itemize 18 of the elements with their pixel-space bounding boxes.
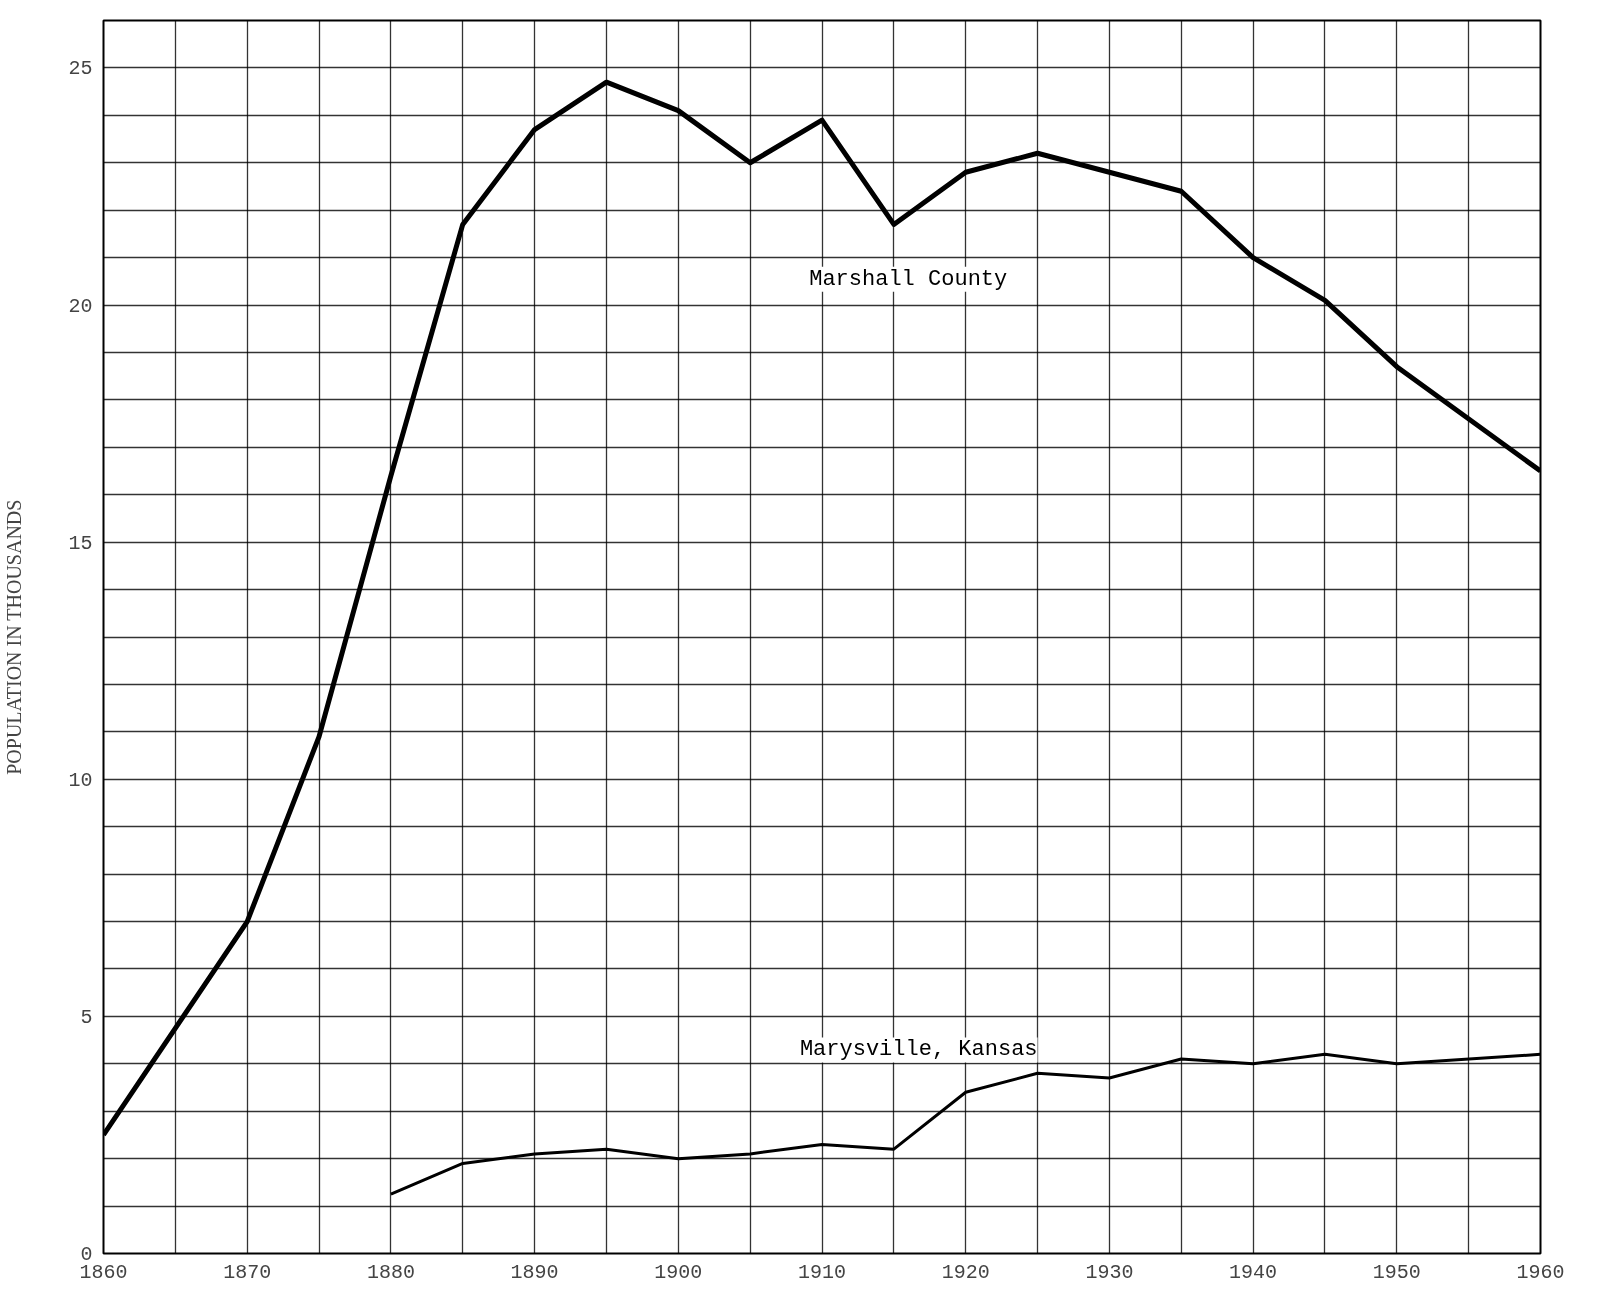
x-tick-label: 1880	[366, 1260, 415, 1284]
text: Marshall County	[809, 266, 1008, 292]
x-tick-label: 1920	[941, 1260, 990, 1284]
x-tick-label: 1930	[1085, 1260, 1134, 1284]
y-tick-label: 15	[68, 531, 93, 555]
x-tick-label: 1900	[654, 1260, 703, 1284]
x-tick-label: 1910	[798, 1260, 847, 1284]
series-label: Marysville, Kansas	[799, 1037, 1038, 1063]
y-tick-label: 20	[68, 294, 93, 318]
y-axis-title: POPULATION IN THOUSANDS	[3, 499, 26, 775]
y-tick-label: 10	[68, 768, 93, 792]
x-tick-label: 1890	[510, 1260, 559, 1284]
x-tick-label: 1940	[1229, 1260, 1278, 1284]
y-tick-label: 25	[68, 57, 93, 81]
x-tick-label: 1870	[223, 1260, 272, 1284]
x-tick-label: 1960	[1516, 1260, 1565, 1284]
x-tick-label: 1950	[1372, 1260, 1421, 1284]
y-tick-label: 5	[80, 1005, 93, 1029]
